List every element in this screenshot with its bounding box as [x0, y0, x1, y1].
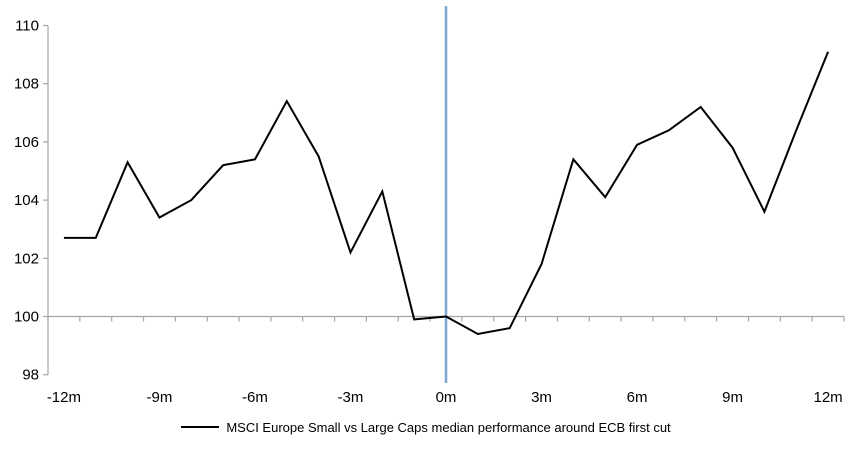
y-axis-tick-label: 100 [14, 309, 39, 326]
legend: MSCI Europe Small vs Large Caps median p… [0, 418, 852, 436]
y-axis [43, 24, 49, 376]
y-axis-tick-label: 104 [14, 192, 39, 209]
legend-line-sample [181, 426, 220, 428]
x-axis-tick-label: -9m [147, 389, 173, 406]
y-axis-tick-label: 108 [14, 76, 39, 93]
x-axis-tick-label: 12m [813, 389, 842, 406]
y-axis-tick-label: 102 [14, 250, 39, 267]
x-axis-tick-label: -12m [47, 389, 81, 406]
y-axis-tick-label: 98 [22, 367, 39, 384]
x-axis-tick-label: 6m [627, 389, 648, 406]
x-axis-tick-label: 3m [531, 389, 552, 406]
x-axis-labels: -12m -9m -6m -3m 0m 3m 6m 9m 12m [47, 389, 843, 406]
y-axis-tick-label: 106 [14, 134, 39, 151]
y-axis-labels: 98 100 102 104 106 108 110 [14, 18, 39, 384]
x-axis-tick-label: -6m [242, 389, 268, 406]
x-axis-tick-label: 0m [436, 389, 457, 406]
y-axis-tick-label: 110 [15, 18, 39, 35]
series-line [63, 51, 830, 336]
legend-label: MSCI Europe Small vs Large Caps median p… [226, 419, 671, 435]
x-axis-tick-label: -3m [338, 389, 364, 406]
x-axis-tick-label: 9m [722, 389, 743, 406]
